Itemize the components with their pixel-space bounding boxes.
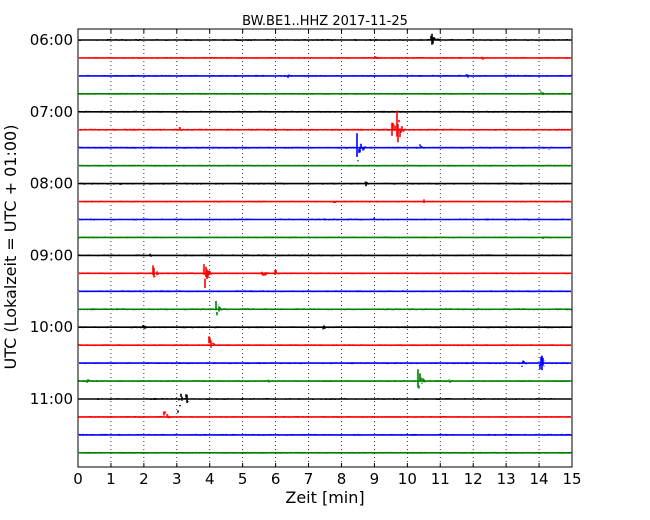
x-tick-label: 3 <box>172 470 182 488</box>
x-tick-label: 9 <box>370 470 380 488</box>
trace-09:15 <box>78 264 572 289</box>
x-tick-label: 6 <box>271 470 281 488</box>
x-tick-label: 0 <box>73 470 83 488</box>
y-axis-label: UTC (Lokalzeit = UTC + 01:00) <box>1 125 20 370</box>
y-tick-label: 10:00 <box>30 318 73 336</box>
x-tick-label: 14 <box>530 470 549 488</box>
y-tick-label: 06:00 <box>30 31 73 49</box>
x-tick-label: 11 <box>431 470 450 488</box>
trace-07:30 <box>78 133 572 162</box>
trace-06:00 <box>78 33 572 45</box>
trace-11:15 <box>78 411 572 419</box>
x-tick-label: 8 <box>337 470 347 488</box>
trace-06:15 <box>78 56 572 60</box>
trace-10:00 <box>78 325 572 330</box>
y-tick-label: 08:00 <box>30 175 73 193</box>
trace-06:45 <box>78 89 572 96</box>
trace-10:30 <box>78 355 572 371</box>
x-tick-label: 5 <box>238 470 248 488</box>
x-axis-label: Zeit [min] <box>285 488 364 507</box>
y-tick-label: 07:00 <box>30 103 73 121</box>
x-tick-label: 4 <box>205 470 215 488</box>
traces <box>78 33 572 454</box>
trace-08:45 <box>78 236 572 239</box>
y-tick-label: 11:00 <box>30 390 73 408</box>
x-tick-label: 2 <box>139 470 149 488</box>
x-tick-label: 7 <box>304 470 314 488</box>
trace-08:00 <box>78 181 572 187</box>
trace-07:00 <box>78 110 572 113</box>
x-tick-label: 10 <box>398 470 417 488</box>
y-tick-label: 09:00 <box>30 246 73 264</box>
trace-09:00 <box>78 253 572 257</box>
trace-11:45 <box>78 451 572 454</box>
x-tick-label: 13 <box>497 470 516 488</box>
trace-08:15 <box>79 199 572 203</box>
trace-09:45 <box>78 301 572 316</box>
x-tick-label: 15 <box>562 470 581 488</box>
chart-title: BW.BE1..HHZ 2017-11-25 <box>242 14 408 29</box>
plot-frame <box>77 28 573 468</box>
trace-07:45 <box>78 164 572 167</box>
trace-11:30 <box>78 433 572 436</box>
trace-09:30 <box>78 290 572 293</box>
trace-06:30 <box>78 74 572 78</box>
x-tick-label: 1 <box>106 470 116 488</box>
trace-11:00 <box>78 393 572 413</box>
trace-07:15 <box>78 110 572 143</box>
trace-10:45 <box>78 369 572 389</box>
trace-10:15 <box>78 336 572 348</box>
ticks: 0 1 2 3 4 5 6 7 8 9 10 11 12 13 14 1506:0007:0008:0009:… <box>30 29 582 488</box>
trace-08:30 <box>78 217 571 221</box>
x-tick-label: 12 <box>464 470 483 488</box>
